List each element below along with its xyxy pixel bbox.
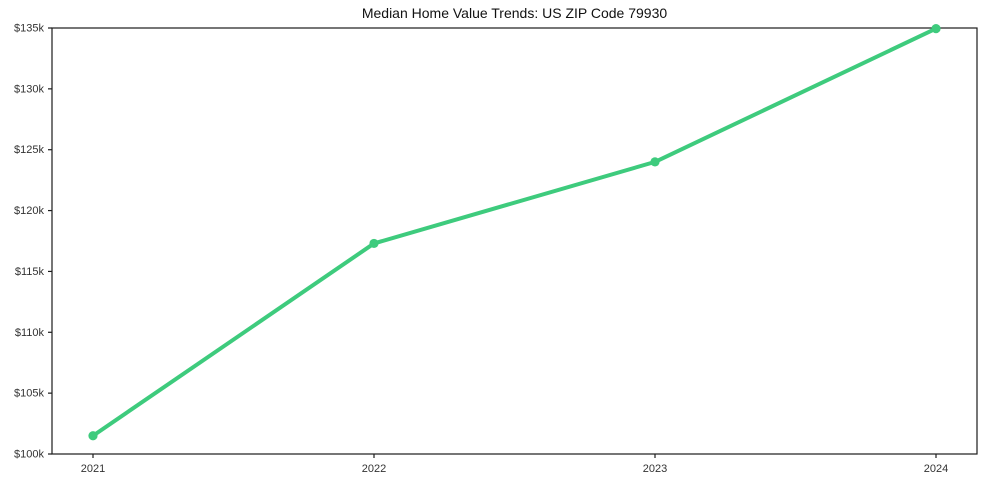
y-axis-tick-label: $120k	[14, 205, 44, 217]
y-axis-tick-label: $110k	[15, 327, 45, 339]
x-axis-tick-label: 2024	[924, 463, 948, 475]
y-axis-tick-label: $135k	[14, 23, 44, 35]
trend-line	[91, 26, 938, 438]
data-point-marker	[650, 157, 660, 167]
plot-frame	[51, 27, 978, 455]
y-axis-tick-label: $105k	[14, 388, 44, 400]
chart-title: Median Home Value Trends: US ZIP Code 79…	[361, 5, 668, 21]
y-axis-tick-label: $125k	[14, 144, 44, 156]
x-axis-tick-label: 2021	[81, 463, 105, 475]
data-point-marker	[88, 431, 98, 441]
y-axis-tick-label: $130k	[14, 83, 44, 95]
y-axis-tick-label: $100k	[14, 449, 44, 461]
y-axis-tick-label: $115k	[15, 266, 45, 278]
data-point-marker	[369, 238, 379, 249]
x-axis-tick-label: 2022	[362, 463, 386, 475]
data-point-marker	[931, 24, 941, 34]
x-axis-tick-label: 2023	[643, 463, 667, 475]
